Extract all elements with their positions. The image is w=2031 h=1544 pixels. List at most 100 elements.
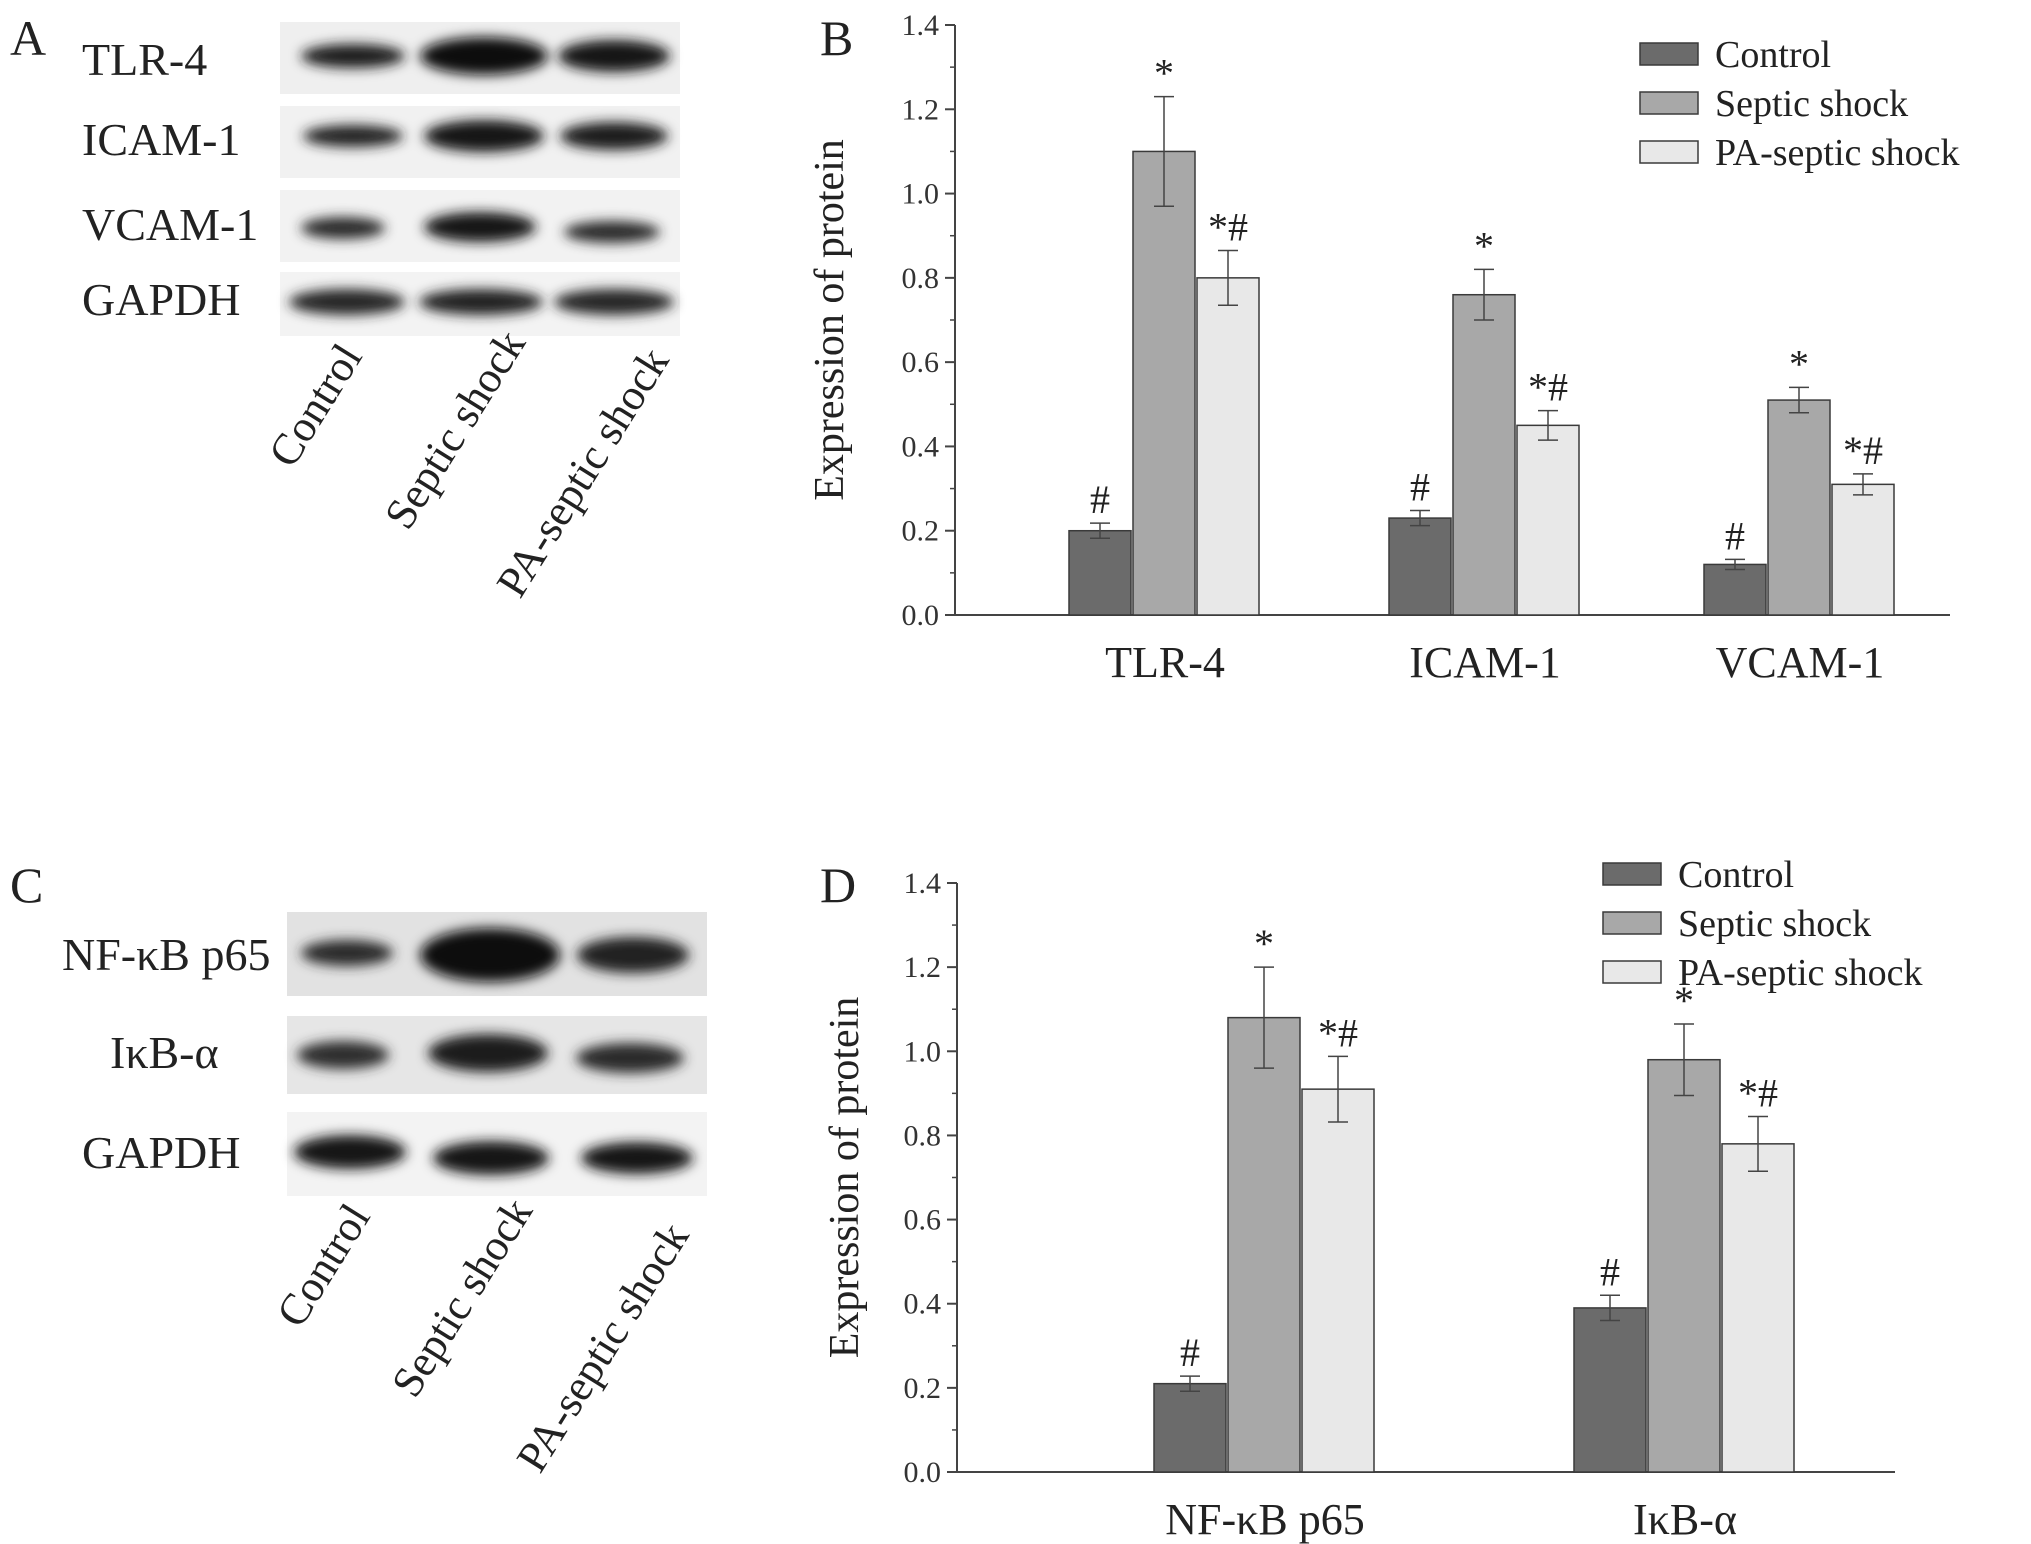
d-y-tick-label: 0.6 [904, 1204, 942, 1237]
b-significance-mark: # [1410, 464, 1430, 509]
b-significance-mark: # [1090, 477, 1110, 522]
lane-label-a-control: Control [259, 335, 372, 475]
band-tlr4-septic [420, 37, 548, 75]
b-bar-pa-septic-shock-1 [1516, 424, 1580, 616]
band-icam1-septic [424, 120, 544, 152]
d-y-tick-label: 1.0 [904, 1035, 942, 1068]
b-y-tick-label: 0.8 [902, 262, 940, 295]
d-y-tick-label: 0.8 [904, 1119, 942, 1152]
band-tlr4-control [301, 44, 405, 68]
b-category-label-0: TLR-4 [1105, 638, 1225, 687]
b-category-label-2: VCAM-1 [1716, 638, 1885, 687]
band-gapdh-a-septic [419, 289, 543, 315]
d-legend-label-control: Control [1678, 854, 1794, 896]
b-significance-mark: * [1789, 341, 1809, 386]
chart-d: 0.0 0.2 0.4 0.6 0.8 1.0 1.2 1.4 Expression of pr… [822, 854, 1923, 1544]
panel-c-letter: C [10, 857, 43, 913]
blot-label-gapdh-a: GAPDH [82, 274, 240, 325]
d-bar-control-0 [1153, 1382, 1227, 1473]
b-legend-swatch-control [1639, 42, 1699, 66]
b-y-tick-label: 0.2 [902, 515, 940, 548]
d-legend-swatch-control [1602, 862, 1662, 886]
d-legend-label-pa-septic-shock: PA-septic shock [1678, 952, 1923, 994]
d-bar-septic-shock-0 [1227, 1016, 1301, 1473]
b-significance-mark: # [1725, 513, 1745, 558]
panel-b-letter: B [820, 10, 853, 66]
band-nfkb-control [301, 940, 393, 966]
b-category-label-1: ICAM-1 [1409, 638, 1561, 687]
b-y-axis-label: Expression of protein [807, 139, 853, 501]
b-y-tick-label: 0.4 [902, 430, 940, 463]
chart-b: 0.0 0.2 0.4 0.6 0.8 1.0 1.2 1.4 Expression of pr… [807, 9, 1960, 687]
d-category-label-1: IκB-α [1633, 1495, 1737, 1544]
b-y-tick-label: 0.6 [902, 346, 940, 379]
blot-label-gapdh-c: GAPDH [82, 1127, 240, 1178]
b-legend-label-septic-shock: Septic shock [1715, 83, 1908, 125]
lane-label-a-pa-septic: PA-septic shock [487, 339, 679, 605]
b-bar-control-1 [1388, 517, 1452, 616]
b-bar-control-2 [1703, 563, 1767, 616]
d-bar-pa-septic-shock-1 [1721, 1143, 1795, 1473]
d-y-tick-label: 1.2 [904, 951, 942, 984]
lane-label-a-septic: Septic shock [375, 322, 535, 538]
band-gapdh-a-control [289, 289, 405, 315]
d-bar-pa-septic-shock-0 [1301, 1088, 1375, 1473]
d-legend-swatch-pa-septic-shock [1602, 960, 1662, 984]
b-y-tick-label: 1.2 [902, 93, 940, 126]
blot-label-icam1: ICAM-1 [82, 114, 240, 165]
band-icam1-control [303, 125, 403, 147]
b-bar-pa-septic-shock-2 [1831, 483, 1895, 616]
panel-a-letter: A [10, 10, 46, 66]
b-legend-swatch-pa-septic-shock [1639, 140, 1699, 164]
d-significance-mark: *# [1318, 1010, 1358, 1055]
d-legend-swatch-septic-shock [1602, 911, 1662, 935]
panel-c: C NF-κB p65 IκB-α GAPDH Control Septic s… [10, 857, 707, 1480]
band-gapdh-c-pa-septic [581, 1142, 693, 1174]
b-bar-septic-shock-0 [1132, 150, 1196, 616]
d-y-tick-label: 0.0 [904, 1456, 942, 1489]
d-y-tick-label: 0.2 [904, 1372, 942, 1405]
b-y-tick-label: 1.0 [902, 178, 940, 211]
d-significance-mark: * [1674, 978, 1694, 1023]
d-significance-mark: *# [1738, 1070, 1778, 1115]
d-significance-mark: # [1600, 1249, 1620, 1294]
band-nfkb-pa-septic [577, 937, 689, 973]
d-category-label-0: NF-κB p65 [1165, 1495, 1364, 1544]
band-ikba-septic [428, 1034, 548, 1072]
band-gapdh-a-pa-septic [554, 289, 674, 315]
band-ikba-pa-septic [576, 1043, 684, 1073]
d-y-axis-label: Expression of protein [822, 997, 868, 1359]
b-significance-mark: *# [1843, 428, 1883, 473]
d-bar-septic-shock-1 [1647, 1058, 1721, 1473]
b-y-tick-label: 1.4 [902, 9, 940, 42]
d-legend-label-septic-shock: Septic shock [1678, 903, 1871, 945]
band-vcam1-septic [424, 212, 536, 242]
b-y-tick-label: 0.0 [902, 599, 940, 632]
b-bar-septic-shock-2 [1767, 399, 1831, 616]
b-significance-mark: * [1154, 51, 1174, 96]
b-significance-mark: *# [1208, 204, 1248, 249]
d-y-tick-label: 0.4 [904, 1288, 942, 1321]
b-significance-mark: * [1474, 223, 1494, 268]
panel-a: A TLR-4 ICAM-1 VCAM-1 GAPDH Control Sept… [10, 10, 680, 605]
blot-label-nfkb: NF-κB p65 [62, 929, 270, 980]
b-bar-pa-septic-shock-0 [1196, 277, 1260, 616]
b-legend-label-pa-septic-shock: PA-septic shock [1715, 132, 1960, 174]
d-significance-mark: * [1254, 921, 1274, 966]
lane-label-c-pa-septic: PA-septic shock [507, 1214, 699, 1480]
b-legend-label-control: Control [1715, 34, 1831, 76]
d-significance-mark: # [1180, 1330, 1200, 1375]
d-bar-control-1 [1573, 1307, 1647, 1473]
b-bar-control-0 [1068, 529, 1132, 616]
band-icam1-pa-septic [560, 122, 668, 150]
band-vcam1-pa-septic [564, 221, 660, 243]
blot-label-tlr4: TLR-4 [82, 34, 207, 85]
b-legend-swatch-septic-shock [1639, 91, 1699, 115]
band-gapdh-c-control [294, 1135, 406, 1169]
band-tlr4-pa-septic [558, 40, 670, 72]
band-gapdh-c-septic [433, 1141, 549, 1175]
d-y-tick-label: 1.4 [904, 867, 942, 900]
lane-label-c-septic: Septic shock [382, 1190, 542, 1406]
blot-label-ikba: IκB-α [110, 1027, 219, 1078]
